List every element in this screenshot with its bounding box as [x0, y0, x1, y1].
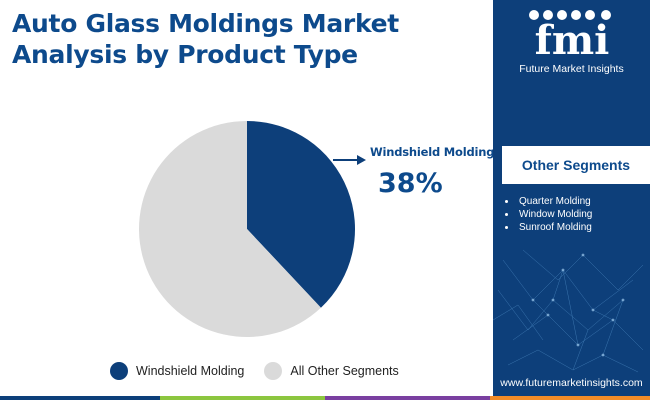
legend-label: Windshield Molding [136, 364, 245, 378]
fmi-logo-icon: fmi [528, 10, 611, 64]
pie-chart [138, 121, 366, 338]
bar-segment-orange [490, 396, 650, 400]
callout-arrow [333, 155, 366, 165]
brand-name: Future Market Insights [519, 63, 624, 75]
list-item: Sunroof Molding [517, 221, 592, 234]
website-url[interactable]: www.futuremarketinsights.com [500, 377, 643, 389]
legend-swatch [264, 362, 283, 380]
callout-label: Windshield Molding [370, 145, 495, 159]
list-item: Quarter Molding [517, 195, 592, 208]
sidebar: fmi Future Market Insights Other Segment… [493, 0, 650, 400]
callout-value: 38% [378, 168, 443, 199]
pie-slice-all-other-segments [138, 121, 321, 338]
bar-segment-blue [0, 396, 160, 400]
pie-slice-windshield-molding [247, 121, 355, 308]
legend-swatch [110, 362, 128, 380]
logo: fmi Future Market Insights [493, 6, 650, 75]
legend-label: All Other Segments [290, 364, 399, 378]
bottom-color-bar [0, 396, 650, 400]
chart-title: Auto Glass Moldings Market Analysis by P… [12, 9, 399, 69]
bar-segment-purple [325, 396, 490, 400]
legend-item-other: All Other Segments [264, 362, 399, 380]
list-item: Window Molding [517, 208, 592, 221]
network-graphic [493, 249, 644, 373]
other-segments-title: Other Segments [502, 146, 650, 184]
other-segments-list: Quarter Molding Window Molding Sunroof M… [503, 195, 592, 234]
legend-item-windshield: Windshield Molding [110, 362, 244, 380]
legend: Windshield Molding All Other Segments [110, 362, 419, 380]
svg-text:fmi: fmi [534, 17, 609, 58]
bar-segment-green [160, 396, 325, 400]
